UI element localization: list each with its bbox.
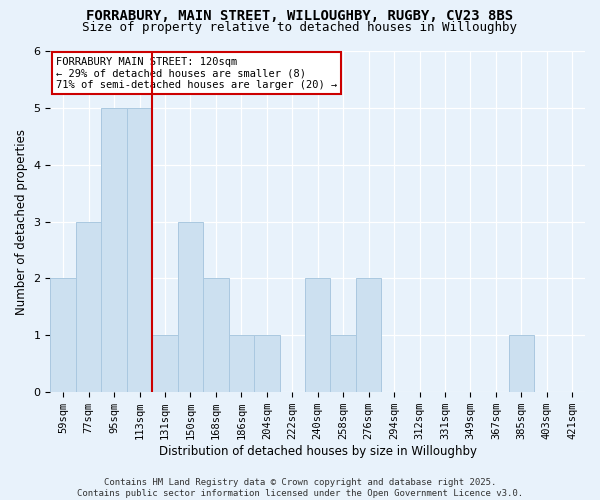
Text: Size of property relative to detached houses in Willoughby: Size of property relative to detached ho… [83, 21, 517, 34]
Bar [178, 222, 203, 392]
Bar [356, 278, 382, 392]
Bar [203, 278, 229, 392]
Bar [127, 108, 152, 392]
Bar [76, 222, 101, 392]
Bar [152, 335, 178, 392]
Bar [305, 278, 331, 392]
Bar [50, 278, 76, 392]
Bar [229, 335, 254, 392]
Text: Contains HM Land Registry data © Crown copyright and database right 2025.
Contai: Contains HM Land Registry data © Crown c… [77, 478, 523, 498]
Bar [254, 335, 280, 392]
Bar [509, 335, 534, 392]
Bar [331, 335, 356, 392]
Text: FORRABURY MAIN STREET: 120sqm
← 29% of detached houses are smaller (8)
71% of se: FORRABURY MAIN STREET: 120sqm ← 29% of d… [56, 56, 337, 90]
X-axis label: Distribution of detached houses by size in Willoughby: Distribution of detached houses by size … [159, 444, 477, 458]
Text: FORRABURY, MAIN STREET, WILLOUGHBY, RUGBY, CV23 8BS: FORRABURY, MAIN STREET, WILLOUGHBY, RUGB… [86, 9, 514, 23]
Bar [101, 108, 127, 392]
Y-axis label: Number of detached properties: Number of detached properties [15, 128, 28, 314]
